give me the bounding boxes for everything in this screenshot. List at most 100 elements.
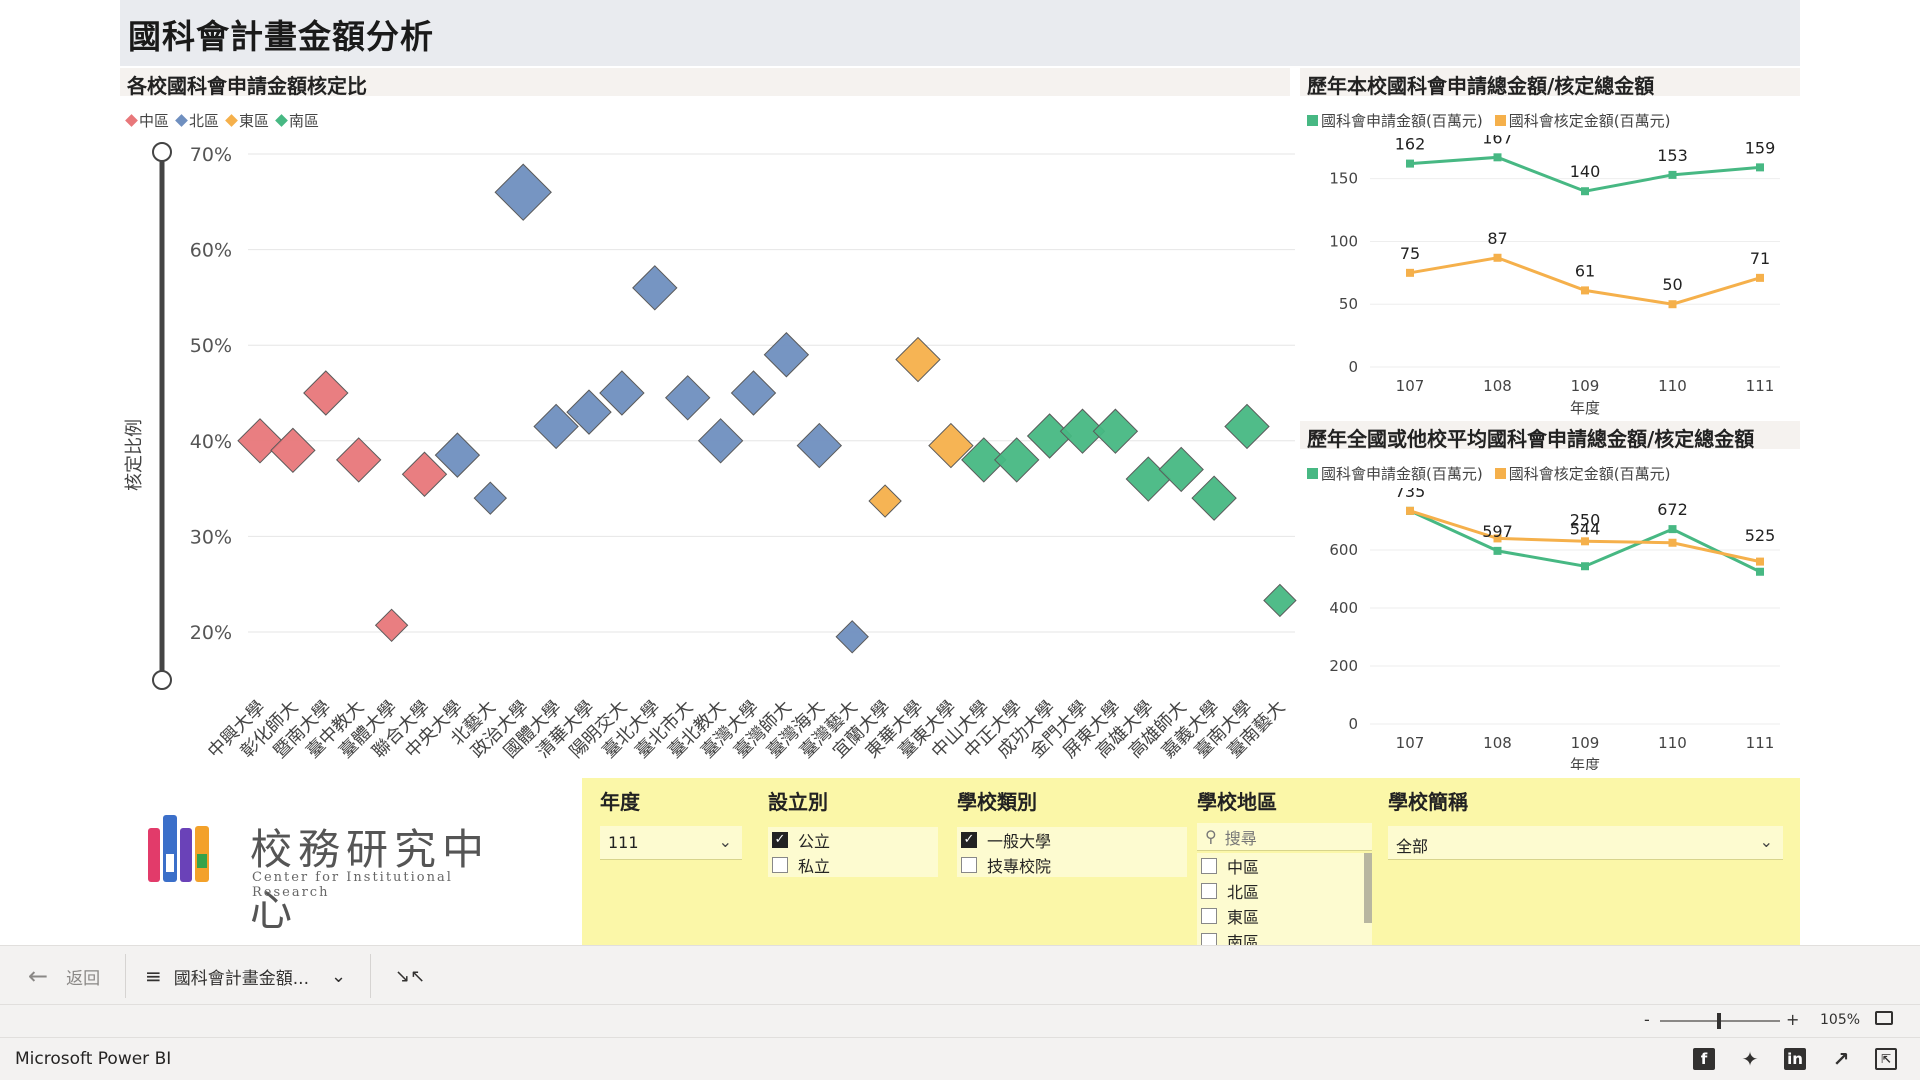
series-marker[interactable]	[1668, 170, 1677, 179]
series-marker[interactable]	[1581, 537, 1589, 546]
scatter-point[interactable]	[1263, 583, 1297, 618]
school-name-dropdown[interactable]: 全部 ⌄	[1388, 826, 1783, 860]
checkbox-icon[interactable]	[1201, 907, 1217, 924]
scatter-point[interactable]	[961, 437, 1007, 483]
scatter-point[interactable]	[401, 451, 448, 497]
zoom-in-button[interactable]: +	[1786, 1010, 1800, 1029]
checkbox-checked-icon[interactable]: ✓	[772, 831, 788, 848]
line-chart-school[interactable]: 150 100 50 0 107 108 109 110 111 年度 162 167 140 153 15…	[1300, 135, 1800, 415]
series-marker[interactable]	[1581, 187, 1589, 196]
scatter-point[interactable]	[1224, 403, 1270, 450]
scatter-point[interactable]	[928, 422, 974, 469]
scatter-point[interactable]	[335, 437, 382, 483]
collapse-button[interactable]: ↘↖	[395, 946, 425, 1006]
legend-item[interactable]: 國科會核定金額(百萬元)	[1494, 463, 1670, 484]
legend-item[interactable]: 南區	[275, 110, 319, 131]
scatter-point[interactable]	[697, 418, 744, 464]
scatter-point[interactable]	[1125, 456, 1172, 502]
scatter-point[interactable]	[270, 427, 316, 474]
scatter-point[interactable]	[237, 418, 283, 464]
zoom-out-button[interactable]: -	[1644, 1010, 1650, 1029]
twitter-icon[interactable]: ✦	[1741, 1047, 1759, 1071]
scatter-point[interactable]	[1191, 475, 1237, 521]
scatter-point[interactable]	[835, 620, 869, 654]
series-marker[interactable]	[1493, 153, 1502, 162]
series-marker[interactable]	[1668, 300, 1677, 309]
scatter-chart[interactable]: 核定比例70%60%50%40%30%20%中興大學彰化師大暨南大學臺中教大臺體…	[120, 130, 1300, 770]
scatter-point[interactable]	[533, 403, 579, 450]
zoom-slider[interactable]	[1660, 1013, 1780, 1029]
series-marker[interactable]	[1581, 286, 1589, 295]
scatter-point[interactable]	[763, 332, 810, 378]
series-marker[interactable]	[1493, 546, 1502, 555]
collapse-icon: ↘↖	[395, 965, 426, 987]
region-scrollbar[interactable]	[1364, 853, 1372, 923]
footer: Microsoft Power BI f ✦ in ↗ ⇱	[0, 1037, 1920, 1080]
legend-item[interactable]: 國科會申請金額(百萬元)	[1307, 463, 1483, 484]
page-selector[interactable]: ≡ 國科會計畫金額... ⌄	[145, 946, 346, 1006]
zoom-slider-thumb[interactable]	[1717, 1013, 1721, 1029]
series-marker[interactable]	[1493, 253, 1502, 262]
legend-item[interactable]: 中區	[125, 110, 169, 131]
fit-to-page-icon[interactable]	[1875, 1011, 1893, 1025]
scatter-point[interactable]	[1059, 408, 1106, 454]
slicer-option[interactable]: ✓ 一般大學	[957, 827, 1187, 852]
chevron-down-icon: ⌄	[1759, 832, 1773, 851]
scatter-point[interactable]	[993, 437, 1040, 483]
series-marker[interactable]	[1756, 557, 1764, 566]
back-button[interactable]: ← 返回	[28, 946, 100, 1006]
scatter-point[interactable]	[1026, 413, 1073, 459]
slicer-option[interactable]: 私立	[768, 852, 938, 877]
year-dropdown[interactable]: 111 ⌄	[600, 826, 742, 860]
series-marker[interactable]	[1581, 562, 1589, 571]
scatter-point[interactable]	[566, 389, 612, 435]
range-handle-top[interactable]	[152, 142, 172, 162]
legend-item[interactable]: 國科會申請金額(百萬元)	[1307, 110, 1483, 131]
scatter-point[interactable]	[374, 608, 409, 643]
series-marker[interactable]	[1406, 506, 1414, 515]
scatter-point[interactable]	[1158, 446, 1204, 493]
slicer-option[interactable]: 技專校院	[957, 852, 1187, 877]
facebook-icon[interactable]: f	[1693, 1048, 1715, 1070]
scatter-point[interactable]	[599, 370, 645, 416]
region-search[interactable]: ⚲ 搜尋	[1197, 823, 1372, 851]
scatter-point[interactable]	[303, 370, 349, 416]
share-icon[interactable]: ↗	[1832, 1047, 1850, 1071]
slicer-option[interactable]: 北區	[1197, 878, 1372, 903]
series-marker[interactable]	[1406, 159, 1414, 168]
scatter-point[interactable]	[895, 336, 941, 383]
data-label: 672	[1657, 500, 1688, 519]
series-marker[interactable]	[1756, 567, 1764, 576]
series-marker[interactable]	[1668, 538, 1677, 547]
legend-item[interactable]: 北區	[175, 110, 219, 131]
series-marker[interactable]	[1493, 534, 1502, 543]
series-marker[interactable]	[1756, 163, 1764, 172]
scatter-point[interactable]	[868, 484, 902, 518]
series-marker[interactable]	[1756, 273, 1764, 282]
scatter-point[interactable]	[434, 432, 481, 478]
scatter-point[interactable]	[473, 481, 508, 515]
checkbox-icon[interactable]	[1201, 882, 1217, 899]
legend-item[interactable]: 東區	[225, 110, 269, 131]
scatter-point[interactable]	[632, 265, 678, 311]
series-marker[interactable]	[1406, 268, 1414, 277]
slicer-option[interactable]: 東區	[1197, 903, 1372, 928]
legend-item[interactable]: 國科會核定金額(百萬元)	[1494, 110, 1670, 131]
checkbox-icon[interactable]	[1201, 857, 1217, 874]
checkbox-icon[interactable]	[772, 856, 788, 873]
slicer-option[interactable]: 中區	[1197, 853, 1372, 878]
scatter-point[interactable]	[796, 422, 843, 469]
scatter-point[interactable]	[1092, 408, 1139, 454]
checkbox-icon[interactable]	[961, 856, 977, 873]
region-list[interactable]: 中區 北區 東區 南區	[1197, 853, 1372, 953]
range-handle-bottom[interactable]	[152, 670, 172, 690]
fullscreen-icon[interactable]: ⇱	[1875, 1048, 1897, 1070]
checkbox-checked-icon[interactable]: ✓	[961, 831, 977, 848]
slicer-option[interactable]: ✓ 公立	[768, 827, 938, 852]
series-marker[interactable]	[1668, 525, 1677, 534]
linkedin-icon[interactable]: in	[1784, 1048, 1806, 1070]
scatter-point[interactable]	[730, 370, 777, 416]
scatter-point[interactable]	[494, 163, 552, 221]
scatter-point[interactable]	[664, 375, 711, 421]
